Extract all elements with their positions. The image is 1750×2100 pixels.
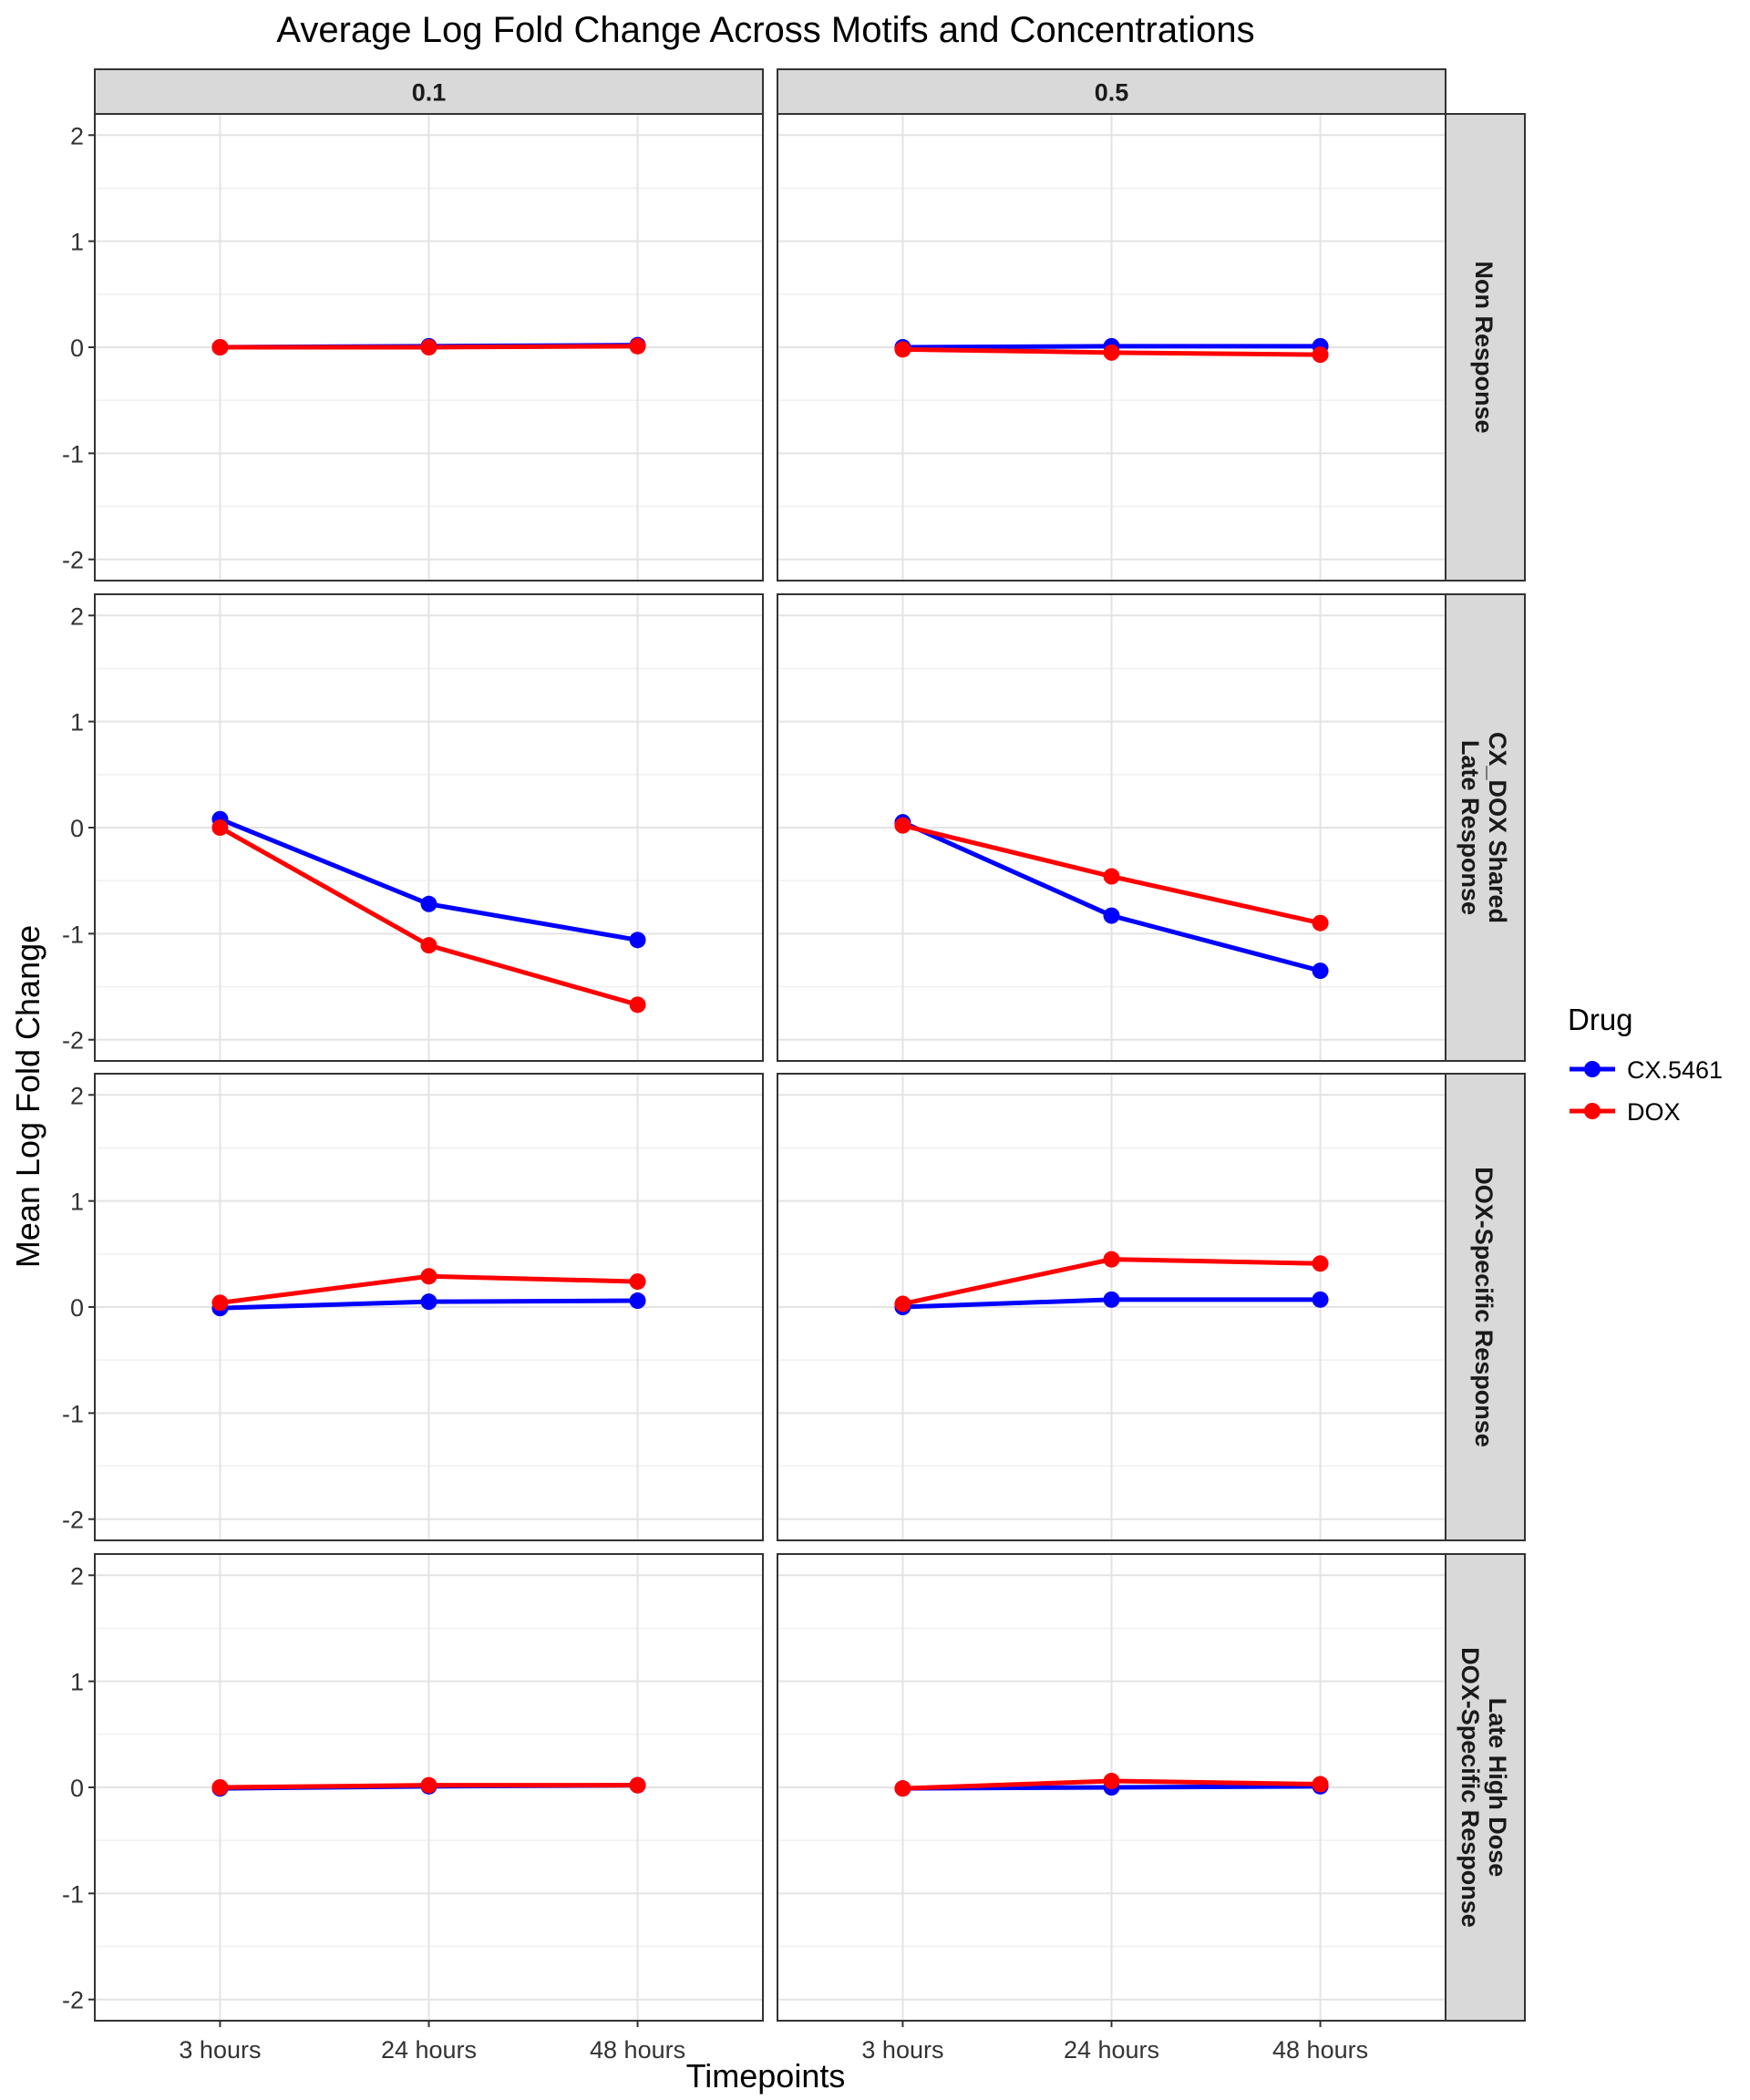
- y-tick-label: -2: [62, 547, 84, 574]
- facet-panel: -2 -1 0 1 2 3 hours 24 hours 48 hours: [62, 1553, 764, 2064]
- data-point: [1103, 1251, 1120, 1268]
- panel-border: [777, 1073, 1446, 1541]
- y-tick-label: -2: [62, 1987, 84, 2014]
- y-tick-label: -2: [62, 1027, 84, 1055]
- data-point: [1103, 907, 1120, 924]
- y-tick-label: 2: [70, 122, 84, 149]
- data-point: [629, 996, 646, 1014]
- data-point: [1103, 1773, 1120, 1790]
- data-point: [420, 895, 438, 912]
- data-point: [629, 337, 646, 355]
- data-point: [1103, 344, 1120, 361]
- data-point: [629, 1273, 646, 1291]
- y-tick-label: 2: [70, 1562, 84, 1590]
- y-tick-label: -2: [62, 1507, 84, 1534]
- legend: Drug CX.5461 DOX: [1568, 1003, 1723, 1126]
- legend-key-point: [1584, 1103, 1601, 1119]
- data-point: [420, 1268, 438, 1285]
- x-tick-label: 3 hours: [861, 2036, 943, 2064]
- y-tick-label: -1: [62, 1880, 84, 1908]
- data-point: [1312, 1255, 1329, 1272]
- col-strip: [777, 68, 1446, 115]
- legend-label: DOX: [1627, 1098, 1681, 1126]
- legend-label: CX.5461: [1627, 1056, 1723, 1084]
- y-tick-label: -1: [62, 440, 84, 468]
- y-tick-label: 1: [70, 709, 84, 736]
- data-point: [894, 817, 911, 834]
- facet-panel: -2 -1 0 1 2: [62, 1073, 764, 1541]
- y-tick-label: 1: [70, 1189, 84, 1216]
- y-tick-label: 2: [70, 1082, 84, 1109]
- x-axis-title: Timepoints: [686, 2057, 846, 2095]
- col-strip-label: 0.5: [1095, 79, 1129, 107]
- y-tick-label: 0: [70, 1775, 84, 1802]
- data-point: [1312, 962, 1329, 980]
- data-point: [1103, 868, 1120, 885]
- facet-panel: [777, 1073, 1446, 1541]
- data-point: [1312, 1291, 1329, 1308]
- y-tick-label: 2: [70, 602, 84, 630]
- x-tick-label: 24 hours: [1064, 2036, 1159, 2064]
- data-point: [1312, 1776, 1329, 1793]
- facet-panel: -2 -1 0 1 2: [62, 113, 764, 582]
- x-tick-label: 24 hours: [381, 2036, 477, 2064]
- facet-panel: 3 hours 24 hours 48 hours: [777, 1553, 1446, 2064]
- panel-border: [777, 593, 1446, 1062]
- y-tick-label: -1: [62, 1400, 84, 1427]
- data-point: [629, 1292, 646, 1310]
- data-point: [211, 339, 229, 355]
- data-point: [420, 1293, 438, 1311]
- row-strip: [1444, 593, 1526, 1062]
- col-strip: [94, 68, 764, 115]
- data-point: [1312, 914, 1329, 932]
- data-point: [420, 1776, 438, 1794]
- data-point: [1103, 1291, 1120, 1308]
- data-point: [894, 341, 911, 358]
- facet-panel: -2 -1 0 1 2: [62, 593, 764, 1062]
- row-strip-label: DOX-Specific Response: [1470, 1167, 1498, 1447]
- data-point: [629, 1776, 646, 1794]
- y-tick-label: 1: [70, 1669, 84, 1696]
- facet-panel: [777, 593, 1446, 1062]
- row-strip-label: Late Response: [1457, 740, 1484, 915]
- x-tick-label: 3 hours: [179, 2036, 261, 2064]
- legend-title: Drug: [1568, 1003, 1633, 1036]
- y-tick-label: 0: [70, 815, 84, 842]
- row-strip-label: Non Response: [1470, 261, 1498, 433]
- data-point: [894, 1295, 911, 1312]
- x-tick-label: 48 hours: [590, 2036, 685, 2064]
- data-point: [211, 1779, 229, 1796]
- data-point: [211, 1294, 229, 1312]
- legend-key-point: [1584, 1061, 1601, 1077]
- facet-panel: [777, 113, 1446, 582]
- row-strip: [1444, 1553, 1526, 2022]
- data-point: [420, 339, 438, 355]
- panel-border: [777, 113, 1446, 582]
- y-tick-label: 0: [70, 335, 84, 362]
- chart-title: Average Log Fold Change Across Motifs an…: [276, 10, 1254, 50]
- data-point: [629, 932, 646, 949]
- y-tick-label: 1: [70, 229, 84, 256]
- row-strip-label: CX_DOX Shared: [1484, 732, 1511, 923]
- data-point: [211, 819, 229, 836]
- row-strip: [1444, 1073, 1526, 1541]
- x-tick-label: 48 hours: [1272, 2036, 1368, 2064]
- data-point: [1312, 346, 1329, 364]
- row-strip-label: DOX-Specific Response: [1457, 1647, 1484, 1928]
- y-tick-label: 0: [70, 1294, 84, 1322]
- row-strip-label: Late High Dose: [1484, 1698, 1511, 1878]
- row-strip: [1444, 113, 1526, 582]
- data-point: [420, 937, 438, 954]
- legend-item: CX.5461: [1570, 1056, 1723, 1084]
- legend-item: DOX: [1570, 1098, 1681, 1126]
- y-axis-title: Mean Log Fold Change: [9, 925, 46, 1268]
- data-point: [894, 1780, 911, 1797]
- y-tick-label: -1: [62, 921, 84, 948]
- col-strip-label: 0.1: [412, 79, 447, 107]
